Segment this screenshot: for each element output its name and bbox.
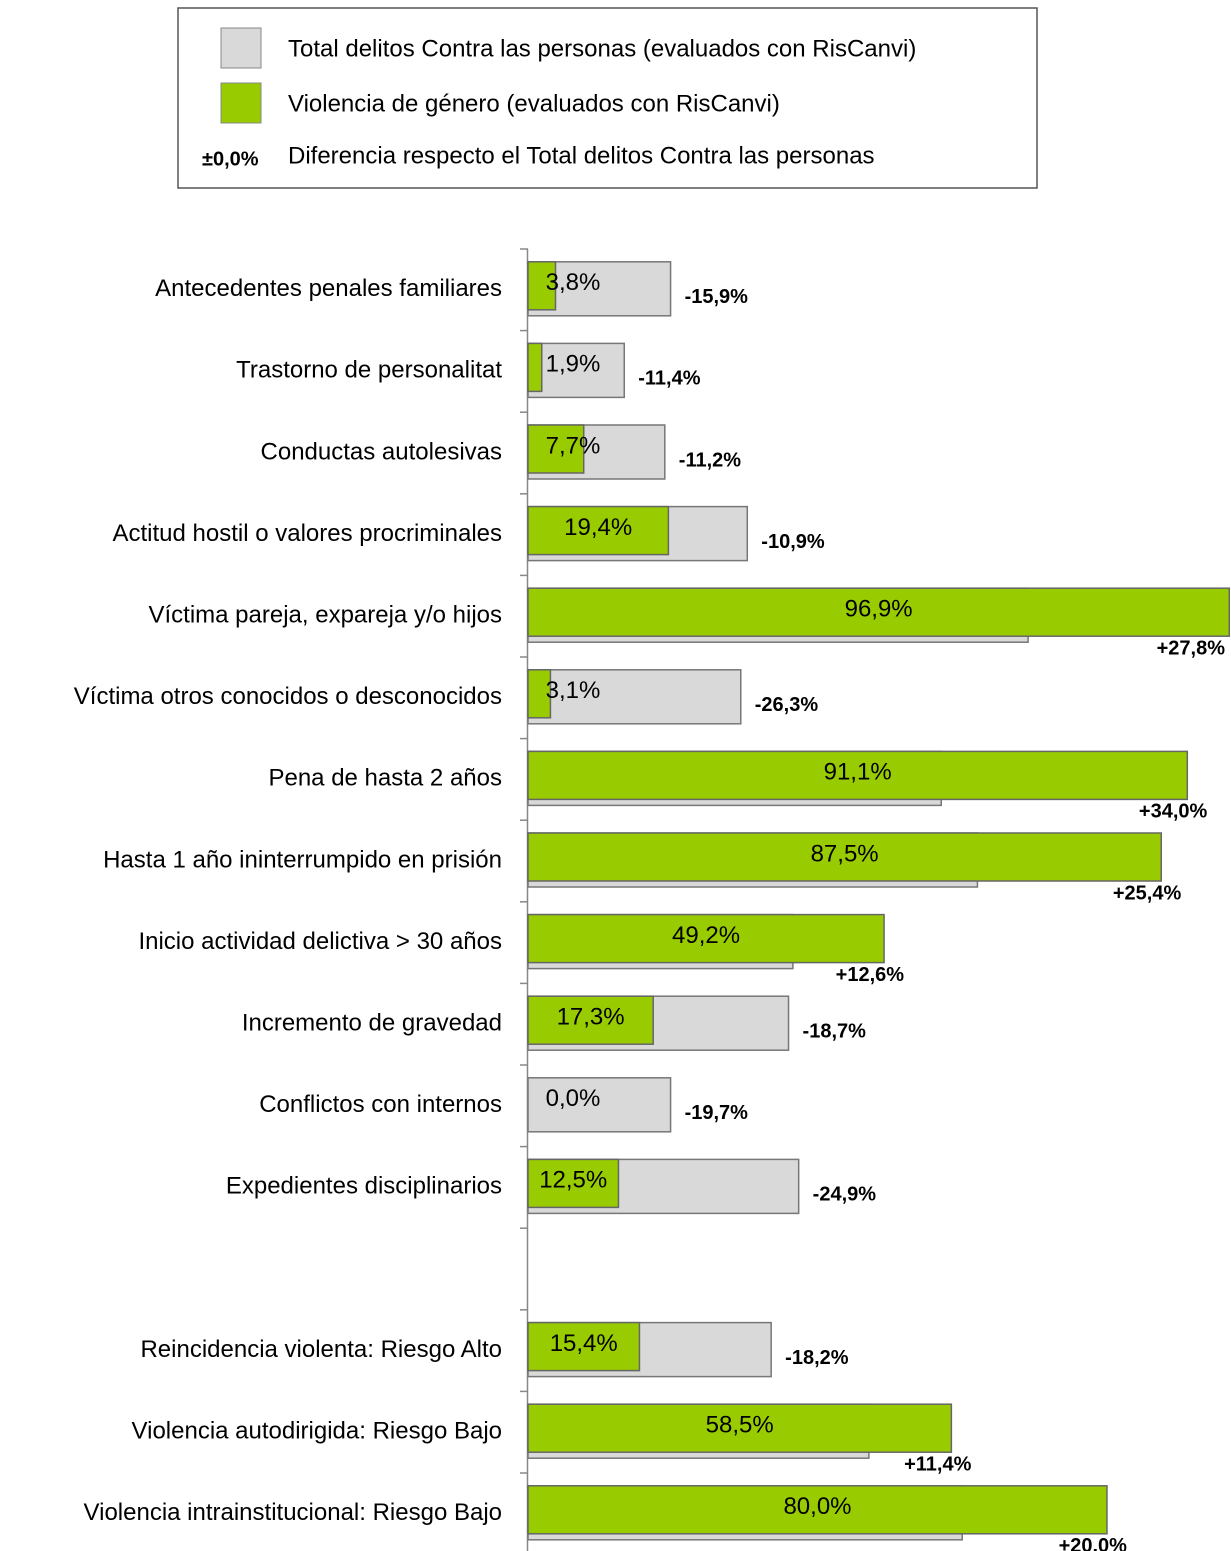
category-label: Antecedentes penales familiares bbox=[155, 275, 502, 302]
value-label: 3,1% bbox=[546, 677, 601, 704]
difference-label: -11,4% bbox=[638, 368, 700, 390]
value-label: 3,8% bbox=[546, 269, 601, 296]
bar-total bbox=[527, 1077, 672, 1133]
value-label: 19,4% bbox=[564, 514, 632, 541]
bar-vdg bbox=[527, 1485, 1108, 1535]
category-label: Inicio actividad delictiva > 30 años bbox=[138, 928, 502, 955]
category-label: Violencia intrainstitucional: Riesgo Baj… bbox=[84, 1499, 502, 1526]
legend-swatch bbox=[220, 27, 262, 69]
category-label: Conflictos con internos bbox=[259, 1091, 502, 1118]
difference-label: -11,2% bbox=[679, 449, 741, 471]
category-label: Actitud hostil o valores procriminales bbox=[113, 520, 503, 547]
legend-symbol: ±0,0% bbox=[202, 148, 259, 170]
category-label: Víctima pareja, expareja y/o hijos bbox=[148, 602, 502, 629]
category-label: Víctima otros conocidos o desconocidos bbox=[74, 683, 502, 710]
value-label: 58,5% bbox=[706, 1412, 774, 1439]
bar-total bbox=[527, 669, 742, 725]
value-label: 80,0% bbox=[783, 1493, 851, 1520]
difference-label: -19,7% bbox=[685, 1102, 749, 1124]
bar-vdg bbox=[527, 1403, 953, 1453]
category-label: Incremento de gravedad bbox=[242, 1010, 502, 1037]
value-label: 1,9% bbox=[546, 351, 601, 378]
bar-total bbox=[527, 342, 626, 399]
value-label: 0,0% bbox=[546, 1085, 601, 1112]
category-label: Hasta 1 año ininterrumpido en prisión bbox=[103, 846, 502, 873]
legend-box bbox=[177, 7, 1038, 189]
bar-vdg bbox=[527, 505, 670, 556]
value-label: 49,2% bbox=[672, 922, 740, 949]
difference-label: +25,4% bbox=[1113, 882, 1182, 904]
difference-label: +20,0% bbox=[1059, 1535, 1128, 1551]
bar-vdg bbox=[527, 424, 585, 474]
difference-label: -15,9% bbox=[685, 286, 749, 308]
difference-label: +34,0% bbox=[1139, 801, 1208, 823]
difference-label: -24,9% bbox=[813, 1184, 877, 1206]
difference-label: -26,3% bbox=[755, 694, 819, 716]
bar-vdg bbox=[527, 1321, 641, 1372]
bar-vdg bbox=[527, 261, 557, 311]
category-label: Reincidencia violenta: Riesgo Alto bbox=[140, 1336, 502, 1363]
legend-swatch bbox=[220, 82, 262, 124]
difference-label: +11,4% bbox=[904, 1453, 972, 1475]
category-label: Conductas autolesivas bbox=[261, 438, 502, 465]
difference-label: -10,9% bbox=[761, 531, 825, 553]
bar-vdg bbox=[527, 913, 885, 964]
difference-label: -18,7% bbox=[803, 1020, 867, 1042]
value-label: 12,5% bbox=[539, 1167, 607, 1194]
legend-label: Total delitos Contra las personas (evalu… bbox=[288, 35, 916, 62]
bar-vdg bbox=[527, 995, 654, 1045]
category-label: Expedientes disciplinarios bbox=[226, 1173, 502, 1200]
bar-vdg bbox=[527, 1158, 620, 1209]
difference-label: +12,6% bbox=[836, 964, 905, 986]
bar-vdg bbox=[527, 750, 1189, 801]
category-label: Violencia autodirigida: Riesgo Bajo bbox=[132, 1418, 502, 1445]
value-label: 91,1% bbox=[824, 759, 892, 786]
bar-vdg bbox=[527, 342, 543, 393]
value-label: 87,5% bbox=[811, 840, 879, 867]
bar-vdg bbox=[527, 832, 1162, 882]
difference-label: -18,2% bbox=[785, 1347, 849, 1369]
legend-label: Violencia de género (evaluados con RisCa… bbox=[288, 90, 780, 117]
value-label: 17,3% bbox=[557, 1004, 625, 1031]
legend-label: Diferencia respecto el Total delitos Con… bbox=[288, 142, 875, 169]
difference-label: +27,8% bbox=[1157, 637, 1226, 659]
category-label: Pena de hasta 2 años bbox=[268, 765, 502, 792]
category-label: Trastorno de personalitat bbox=[236, 357, 502, 384]
bar-vdg bbox=[527, 587, 1231, 637]
value-label: 15,4% bbox=[550, 1330, 618, 1357]
bar-vdg bbox=[527, 669, 552, 719]
value-label: 96,9% bbox=[845, 596, 913, 623]
value-label: 7,7% bbox=[546, 432, 601, 459]
